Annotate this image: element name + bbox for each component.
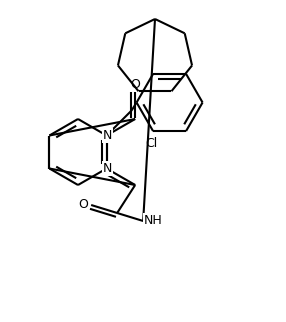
- Text: O: O: [78, 197, 88, 211]
- Text: N: N: [103, 162, 112, 175]
- Text: Cl: Cl: [145, 137, 157, 150]
- Text: NH: NH: [144, 213, 162, 226]
- Text: N: N: [103, 129, 112, 142]
- Text: O: O: [130, 78, 140, 90]
